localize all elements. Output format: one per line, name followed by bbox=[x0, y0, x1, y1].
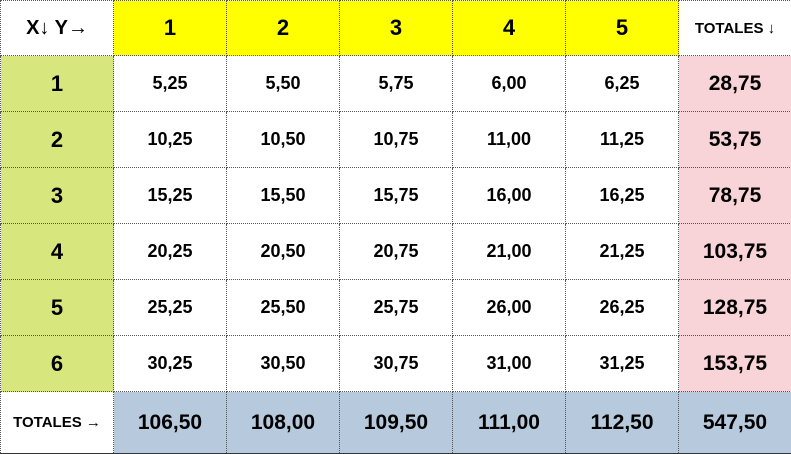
value-cell: 25,25 bbox=[114, 280, 227, 336]
y-header: 3 bbox=[340, 1, 453, 56]
grand-total-cell: 547,50 bbox=[679, 392, 791, 454]
value-cell: 20,25 bbox=[114, 224, 227, 280]
value-cell: 16,25 bbox=[566, 168, 679, 224]
value-cell: 10,25 bbox=[114, 112, 227, 168]
x-header: 5 bbox=[1, 280, 114, 336]
corner-label: X↓ Y→ bbox=[1, 1, 114, 56]
row-total-cell: 53,75 bbox=[679, 112, 791, 168]
row-total-cell: 153,75 bbox=[679, 336, 791, 392]
value-cell: 5,25 bbox=[114, 56, 227, 112]
value-cell: 30,25 bbox=[114, 336, 227, 392]
value-cell: 6,00 bbox=[453, 56, 566, 112]
value-cell: 15,50 bbox=[227, 168, 340, 224]
column-total-cell: 106,50 bbox=[114, 392, 227, 454]
row-total-cell: 28,75 bbox=[679, 56, 791, 112]
column-totals-label: TOTALES → bbox=[1, 392, 114, 454]
value-cell: 10,50 bbox=[227, 112, 340, 168]
y-header: 2 bbox=[227, 1, 340, 56]
header-row: X↓ Y→ 1 2 3 4 5 TOTALES ↓ bbox=[1, 1, 791, 56]
row-total-cell: 78,75 bbox=[679, 168, 791, 224]
y-header: 1 bbox=[114, 1, 227, 56]
value-cell: 11,25 bbox=[566, 112, 679, 168]
row-total-cell: 103,75 bbox=[679, 224, 791, 280]
value-cell: 6,25 bbox=[566, 56, 679, 112]
column-total-cell: 108,00 bbox=[227, 392, 340, 454]
y-header: 5 bbox=[566, 1, 679, 56]
value-cell: 25,75 bbox=[340, 280, 453, 336]
value-cell: 10,75 bbox=[340, 112, 453, 168]
value-cell: 20,50 bbox=[227, 224, 340, 280]
value-cell: 15,75 bbox=[340, 168, 453, 224]
x-header: 6 bbox=[1, 336, 114, 392]
value-cell: 15,25 bbox=[114, 168, 227, 224]
column-total-cell: 112,50 bbox=[566, 392, 679, 454]
value-cell: 31,00 bbox=[453, 336, 566, 392]
x-header: 1 bbox=[1, 56, 114, 112]
value-cell: 21,00 bbox=[453, 224, 566, 280]
y-header: 4 bbox=[453, 1, 566, 56]
value-cell: 26,25 bbox=[566, 280, 679, 336]
value-cell: 5,50 bbox=[227, 56, 340, 112]
value-cell: 30,75 bbox=[340, 336, 453, 392]
value-cell: 31,25 bbox=[566, 336, 679, 392]
value-cell: 20,75 bbox=[340, 224, 453, 280]
column-total-cell: 109,50 bbox=[340, 392, 453, 454]
x-header: 2 bbox=[1, 112, 114, 168]
value-cell: 16,00 bbox=[453, 168, 566, 224]
row-totals-header: TOTALES ↓ bbox=[679, 1, 791, 56]
value-cell: 21,25 bbox=[566, 224, 679, 280]
column-total-cell: 111,00 bbox=[453, 392, 566, 454]
value-cell: 30,50 bbox=[227, 336, 340, 392]
value-cell: 26,00 bbox=[453, 280, 566, 336]
value-cell: 25,50 bbox=[227, 280, 340, 336]
value-cell: 5,75 bbox=[340, 56, 453, 112]
row-total-cell: 128,75 bbox=[679, 280, 791, 336]
value-cell: 11,00 bbox=[453, 112, 566, 168]
x-header: 4 bbox=[1, 224, 114, 280]
x-header: 3 bbox=[1, 168, 114, 224]
